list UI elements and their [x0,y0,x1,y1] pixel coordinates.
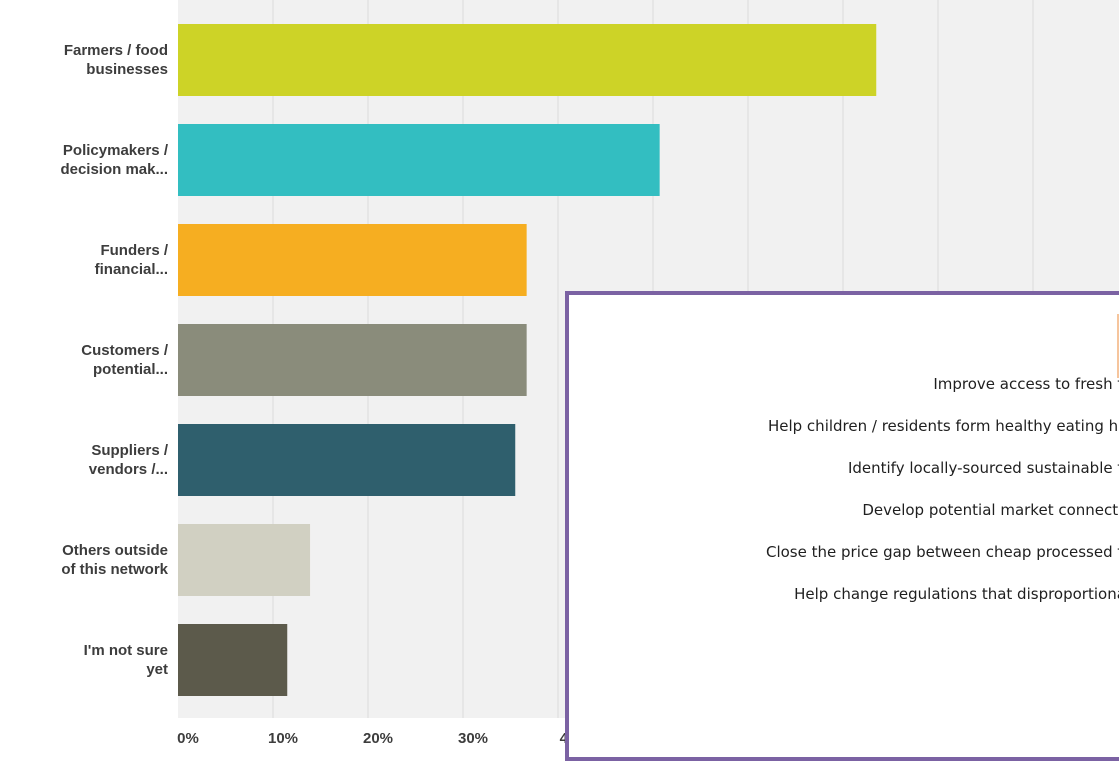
bar [178,424,516,496]
x-tick-label: 20% [362,730,394,747]
x-tick-label: 10% [267,730,299,747]
bar [178,24,877,96]
category-label: Others outside of this network [61,542,168,578]
category-label: Funders / financial... [94,242,168,278]
bar [178,224,527,296]
bar [178,324,527,396]
bar [178,624,288,696]
bar [178,124,660,196]
bar [178,524,311,596]
overlay-item: Improve access to fresh foo [933,375,1119,393]
overlay-item: Develop potential market connection [862,501,1119,519]
overlay-item: Identify locally-sourced sustainable foo [847,459,1119,477]
x-tick-label: 0% [177,730,199,747]
overlay-item: Help change regulations that disproporti… [794,585,1119,603]
overlay-accent-block [1117,314,1119,378]
category-label: I'm not sure yet [83,642,168,678]
overlay-item: Help children / residents form healthy e… [767,417,1119,435]
category-label: Farmers / food businesses [63,42,168,78]
category-label: Policymakers / decision mak... [60,142,168,178]
category-label: Suppliers / vendors /... [88,442,168,478]
category-label: Customers / potential... [81,342,168,378]
x-tick-label: 30% [457,730,489,747]
overlay-panel: Improve access to fresh foo Help childre… [565,291,1119,761]
overlay-item: Close the price gap between cheap proces… [765,543,1119,561]
